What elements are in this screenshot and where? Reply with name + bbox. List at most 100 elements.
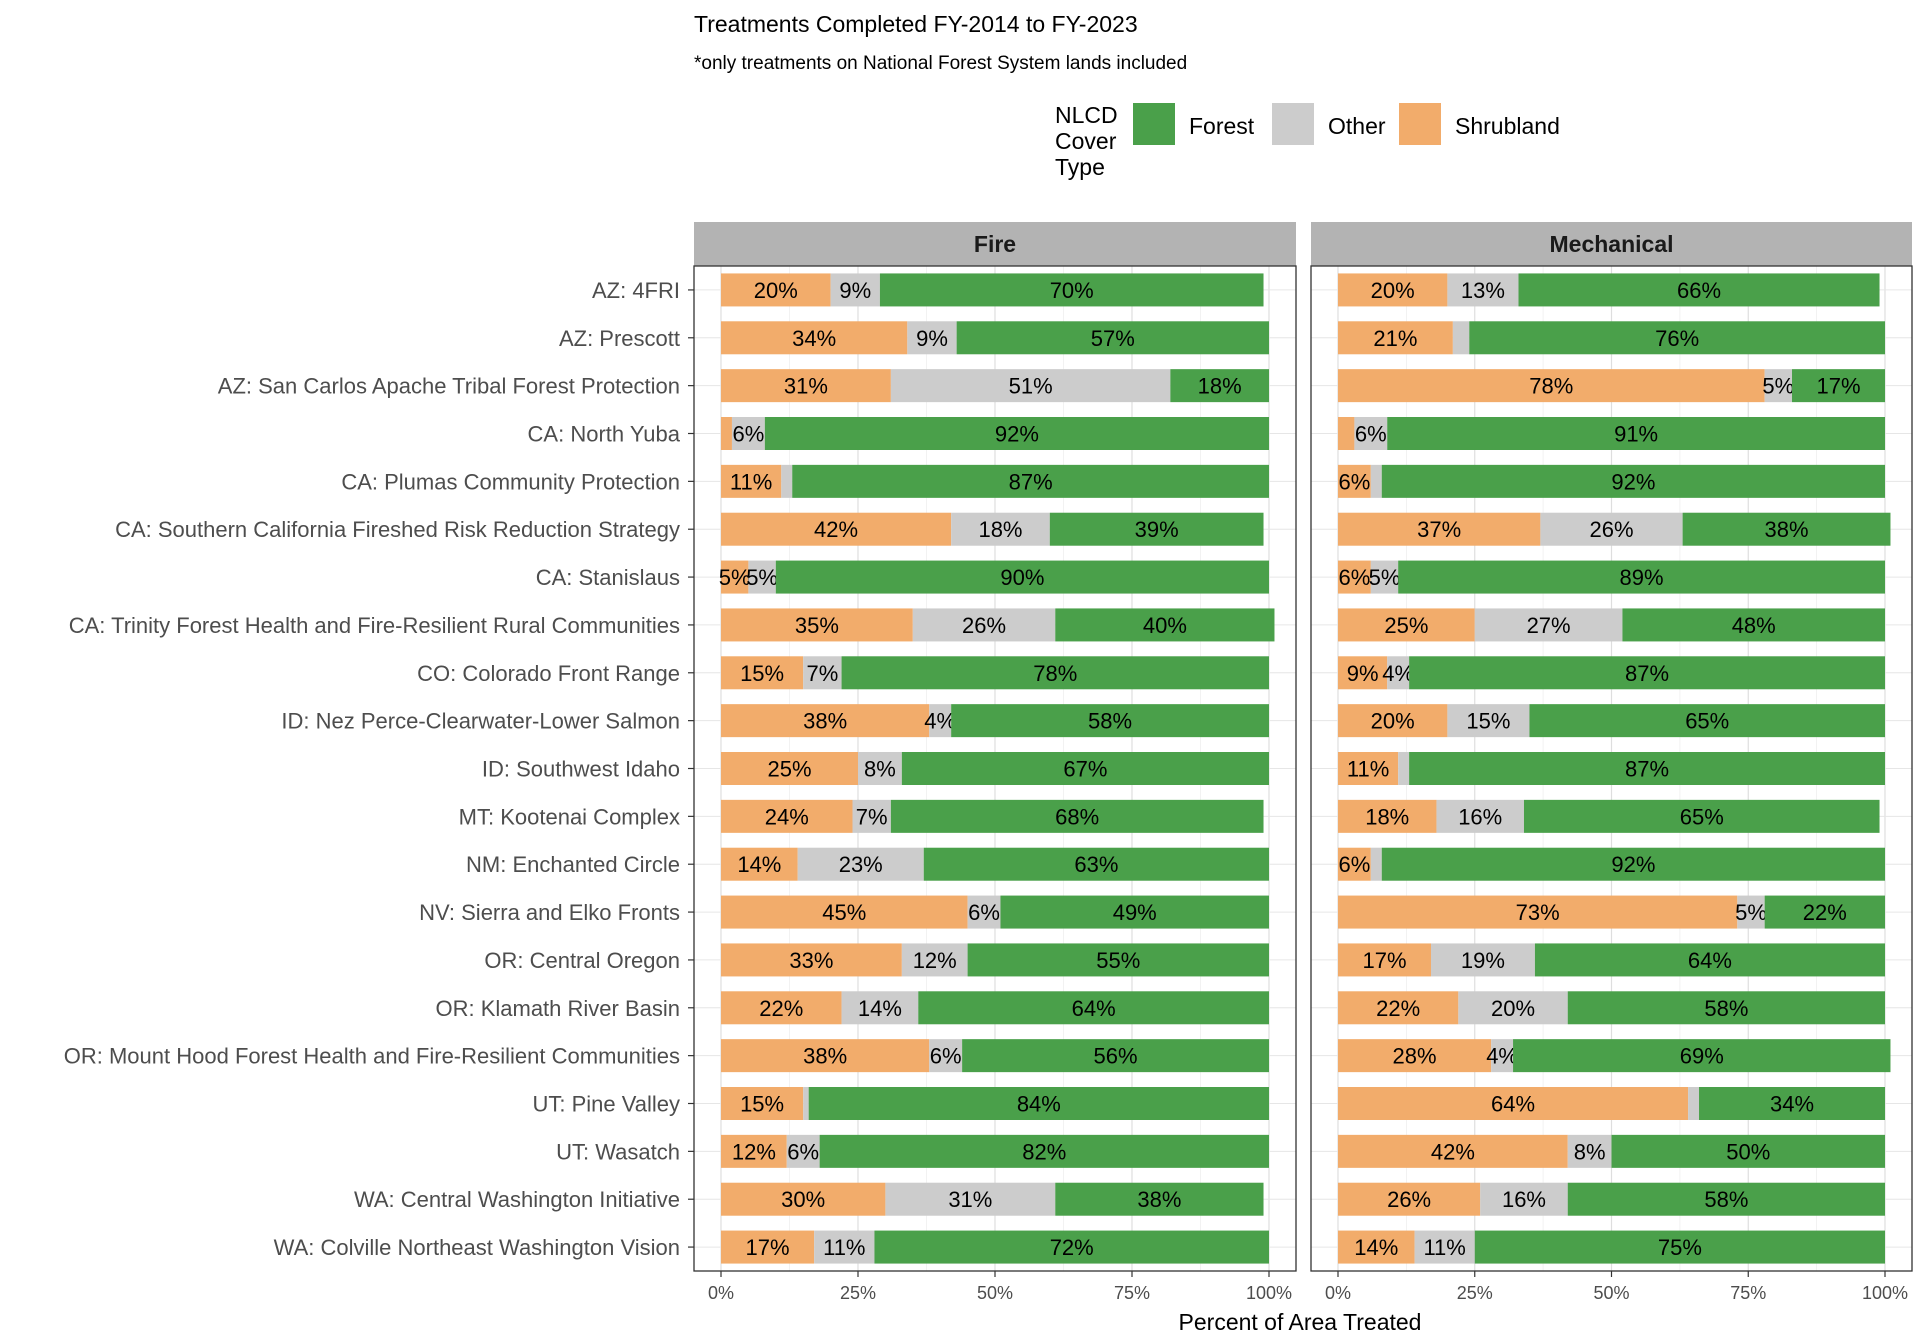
data-label: 16% <box>1502 1187 1546 1212</box>
data-label: 11% <box>1347 757 1389 782</box>
bar-stack: 18% 16% 65% <box>1338 799 1880 833</box>
data-label: 18% <box>978 517 1022 542</box>
data-label: 14% <box>1354 1235 1398 1260</box>
data-label: 5% <box>1762 374 1794 399</box>
bar-segment-shrubland <box>1338 1087 1689 1120</box>
data-label: 42% <box>1431 1139 1475 1164</box>
bar-segment-forest <box>1611 1134 1885 1168</box>
bar-segment-forest <box>879 273 1264 307</box>
bar-segment-other <box>786 1134 820 1168</box>
data-label: 16% <box>1458 804 1502 829</box>
x-axis-title: Percent of Area Treated <box>1179 1309 1422 1335</box>
bar-stack: 24% 7% 68% <box>721 799 1264 833</box>
category-label: AZ: 4FRI <box>592 278 680 303</box>
data-label: 14% <box>737 852 781 877</box>
bar-segment-shrubland <box>1338 991 1459 1025</box>
data-label: 20% <box>1491 996 1535 1021</box>
bar-segment-shrubland <box>721 273 831 307</box>
bar-segment-forest <box>1682 512 1891 546</box>
data-label: 14% <box>858 996 902 1021</box>
category-label: CA: Stanislaus <box>536 565 680 590</box>
data-label: 70% <box>1050 278 1094 303</box>
bar-segment-forest <box>808 1087 1269 1120</box>
category-label: UT: Wasatch <box>556 1139 680 1164</box>
data-label: 31% <box>784 374 828 399</box>
bar-segment-shrubland <box>721 464 782 498</box>
bar-stack: 6% 92% <box>721 417 1269 450</box>
bar-segment-other <box>781 464 793 498</box>
facet-strip <box>694 222 1296 266</box>
bar-segment-other <box>1452 321 1470 355</box>
bar-segment-other <box>841 991 919 1025</box>
bar-stack: 22% 20% 58% <box>1338 991 1885 1025</box>
bar-segment-shrubland <box>1338 321 1453 355</box>
bar-stack: 6%5% 89% <box>1338 560 1885 594</box>
x-tick-label: 50% <box>977 1283 1013 1303</box>
data-label: 58% <box>1704 996 1748 1021</box>
bar-segment-other <box>1474 608 1623 642</box>
bar-stack: 6% 92% <box>1338 464 1885 498</box>
data-label: 42% <box>814 517 858 542</box>
bar-segment-shrubland <box>1338 1039 1492 1073</box>
data-label: 21% <box>1373 326 1417 351</box>
bar-stack: 73% 5% 22% <box>1338 895 1885 929</box>
data-label: 49% <box>1113 900 1157 925</box>
data-label: 63% <box>1074 852 1118 877</box>
data-label: 65% <box>1685 709 1729 734</box>
bar-segment-forest <box>1474 1230 1885 1264</box>
bar-segment-other <box>1458 991 1568 1025</box>
facet-strip <box>1311 222 1912 266</box>
bar-segment-other <box>951 512 1050 546</box>
data-label: 5% <box>719 565 751 590</box>
data-label: 11% <box>1423 1235 1465 1260</box>
data-label: 6% <box>787 1139 819 1164</box>
bar-segment-shrubland <box>1338 464 1371 498</box>
bar-segment-forest <box>764 417 1269 450</box>
bar-segment-forest <box>1764 895 1885 929</box>
legend-title-line: Cover <box>1055 128 1117 154</box>
bar-segment-forest <box>1529 704 1885 738</box>
bar-segment-forest <box>956 321 1269 355</box>
data-label: 7% <box>856 804 888 829</box>
bar-segment-shrubland <box>721 943 902 977</box>
data-label: 4% <box>1382 661 1414 686</box>
bar-segment-shrubland <box>1338 1182 1481 1216</box>
bar-stack: 38% 4% 58% <box>721 704 1269 738</box>
bar-segment-other <box>929 704 952 738</box>
data-label: 78% <box>1529 374 1573 399</box>
bar-stack: 5%5% 90% <box>719 560 1269 594</box>
data-label: 28% <box>1393 1044 1437 1069</box>
data-label: 26% <box>1589 517 1633 542</box>
data-label: 5% <box>1369 565 1401 590</box>
chart-subtitle: *only treatments on National Forest Syst… <box>694 53 1187 74</box>
bar-segment-shrubland <box>721 656 804 690</box>
data-label: 17% <box>746 1235 790 1260</box>
data-label: 6% <box>733 422 765 447</box>
bar-stack: 26% 16% 58% <box>1338 1182 1885 1216</box>
bar-segment-other <box>1491 1039 1514 1073</box>
data-label: 9% <box>1347 661 1379 686</box>
bar-stack: 15% 7% 78% <box>721 656 1269 690</box>
bar-segment-shrubland <box>1338 704 1448 738</box>
data-label: 20% <box>1371 709 1415 734</box>
data-label: 73% <box>1516 900 1560 925</box>
bar-stack: 22% 14% 64% <box>721 991 1269 1025</box>
bar-stack: 42% 8% 50% <box>1338 1134 1885 1168</box>
data-label: 6% <box>1355 422 1387 447</box>
data-label: 11% <box>823 1235 865 1260</box>
bar-segment-shrubland <box>721 560 749 594</box>
bar-segment-forest <box>1055 1182 1264 1216</box>
data-label: 58% <box>1088 709 1132 734</box>
data-label: 40% <box>1143 613 1187 638</box>
data-label: 12% <box>913 948 957 973</box>
bar-segment-other <box>1354 417 1388 450</box>
data-label: 91% <box>1614 422 1658 447</box>
x-tick-label: 75% <box>1730 1283 1766 1303</box>
data-label: 33% <box>789 948 833 973</box>
bar-segment-other <box>907 321 957 355</box>
bar-stack: 6% 92% <box>1338 847 1885 881</box>
bar-segment-other <box>1414 1230 1475 1264</box>
bar-segment-other <box>731 417 765 450</box>
